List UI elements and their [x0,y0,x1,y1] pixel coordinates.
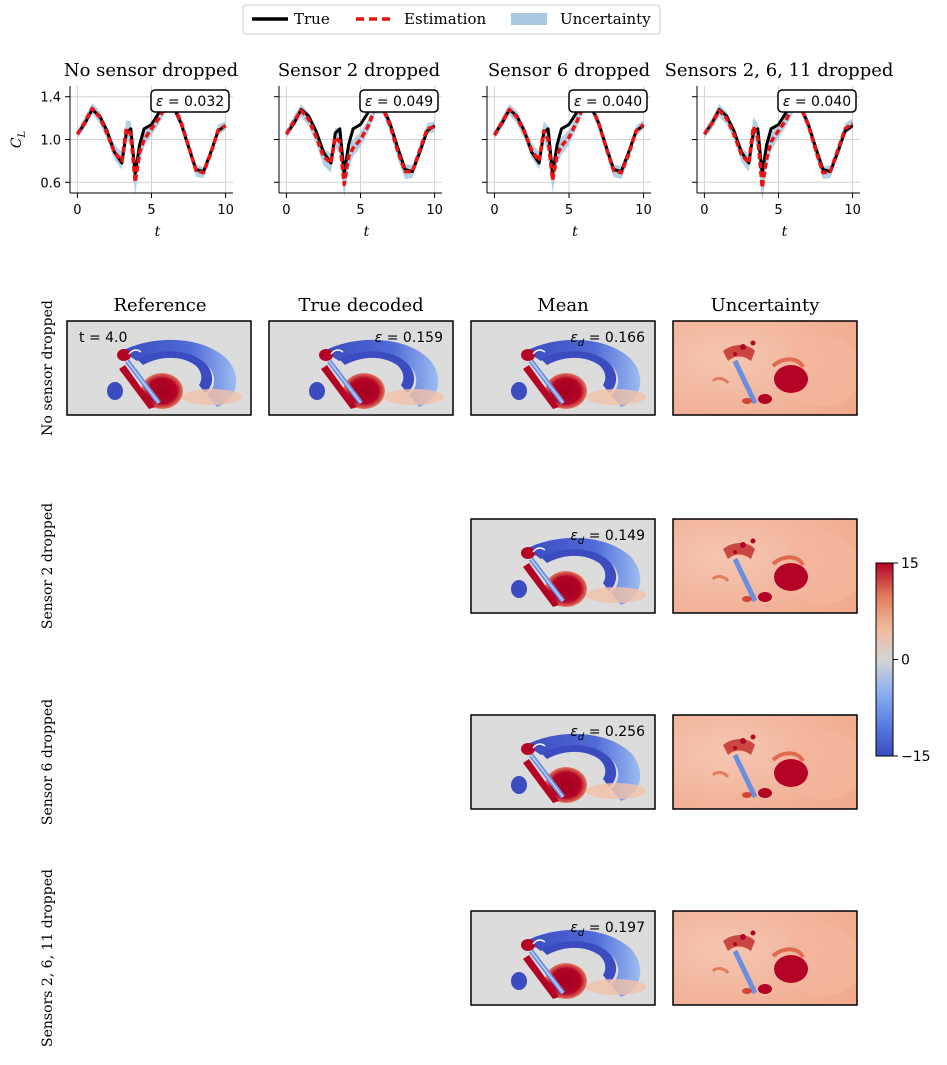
field-grid: Reference True decoded Mean Uncertainty No s… [40,295,863,1047]
legend-swatch-uncertainty [511,13,547,25]
y-axis-label: CL [9,130,28,148]
panel-frame [672,518,858,614]
mean-panel-1: εd = 0.166 [470,320,656,416]
x-axis-label: t [782,224,788,240]
cl-plot-4: Sensors 2, 6, 11 dropped 0 5 10 t ε = 0.040 [665,60,894,240]
x-tick-label: 0 [490,203,498,218]
colorbar-tick-label: −15 [901,749,931,765]
true-decoded-panel: ε = 0.159 [268,320,454,416]
x-tick-label: 5 [356,203,364,218]
panel-frame [470,714,656,810]
legend-frame [242,4,661,35]
error-annotation-box [359,89,439,113]
row-label: Sensors 2, 6, 11 dropped [40,869,56,1047]
uncertainty-panel-3 [672,714,863,810]
x-tick-label: 0 [700,203,708,218]
panel-frame [672,320,858,416]
cl-plot-1: No sensor dropped 0 5 10 t 0.6 1.0 1.4 CL ε = 0.0… [9,60,238,240]
x-tick-label: 10 [426,203,443,218]
x-axis-label: t [572,224,578,240]
error-annotation-box [150,89,230,113]
error-annotation: ε = 0.040 [574,94,642,110]
row-label: Sensor 2 dropped [40,503,56,629]
colorbar-bar [875,562,894,757]
x-tick-label: 0 [282,203,290,218]
estimation-line [284,105,436,187]
panel-frame [268,320,454,416]
uncertainty-panel-1 [672,320,863,416]
error-annotation-box [777,89,857,113]
plot-title: Sensor 2 dropped [278,60,440,81]
uncertainty-panel-2 [672,518,863,614]
x-tick-label: 5 [147,203,155,218]
uncertainty-field [673,715,863,809]
legend-label: Estimation [404,10,486,28]
error-annotation: ε = 0.032 [156,94,224,110]
uncertainty-field [673,321,863,415]
uncertainty-panel-4 [672,910,863,1006]
mean-panel-2: εd = 0.149 [470,518,656,614]
panel-frame [672,910,858,1006]
error-annotation: ε = 0.049 [365,94,433,110]
estimation-line [702,104,854,190]
plot-title: Sensor 6 dropped [488,60,650,81]
mean-error: εd = 0.256 [570,724,645,743]
column-title: Mean [537,295,589,316]
legend-label: Uncertainty [560,10,651,28]
x-tick-label: 10 [635,203,652,218]
cl-plot-3: Sensor 6 dropped 0 5 10 t ε = 0.040 [482,60,652,240]
legend: True Estimation Uncertainty [242,4,661,35]
row-label: Sensor 6 dropped [40,699,56,825]
panel-frame [470,518,656,614]
x-tick-label: 5 [565,203,573,218]
uncertainty-field [673,911,863,1005]
x-tick-label: 10 [217,203,234,218]
y-tick-label: 0.6 [40,176,61,191]
cl-plot-2: Sensor 2 dropped 0 5 10 t ε = 0.049 [274,60,443,240]
plot-title: No sensor dropped [64,60,238,81]
mean-panel-4: εd = 0.197 [470,910,656,1006]
legend-label: True [294,10,330,28]
colorbar-tick-label: 0 [901,653,910,669]
panel-frame [470,910,656,1006]
y-tick-label: 1.0 [40,134,61,149]
colorbar-tick-label: 15 [901,556,919,572]
row-label: No sensor dropped [40,300,56,436]
x-tick-label: 5 [774,203,782,218]
column-title: Reference [113,295,206,316]
mean-error: εd = 0.166 [570,330,645,349]
panel-frame [470,320,656,416]
panel-frame [672,714,858,810]
time-annotation: t = 4.0 [79,330,127,346]
error-annotation-box [568,89,648,113]
panel-frame [66,320,252,416]
error-annotation: ε = 0.040 [783,94,851,110]
reference-panel: t = 4.0 [66,320,252,416]
mean-error: εd = 0.197 [570,920,645,939]
mean-panel-3: εd = 0.256 [470,714,656,810]
true-decoded-error: ε = 0.159 [375,330,443,346]
column-title: Uncertainty [711,295,821,316]
column-title: True decoded [298,295,423,316]
mean-error: εd = 0.149 [570,528,645,547]
x-axis-label: t [364,224,370,240]
plots: No sensor dropped 0 5 10 t 0.6 1.0 1.4 CL ε = 0.0… [9,60,893,240]
true-line [76,102,227,176]
y-tick-label: 1.4 [40,91,61,106]
x-tick-label: 0 [73,203,81,218]
x-axis-label: t [155,224,161,240]
x-tick-label: 10 [844,203,861,218]
uncertainty-field [673,519,863,613]
plot-title: Sensors 2, 6, 11 dropped [665,60,894,81]
colorbar: 15 0 −15 [875,556,931,765]
